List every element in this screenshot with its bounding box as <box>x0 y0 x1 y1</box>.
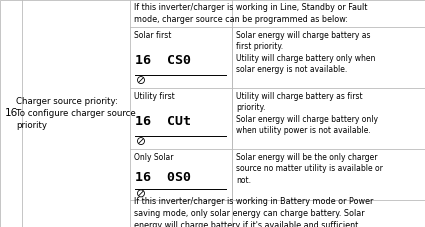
Text: Solar first: Solar first <box>134 31 171 40</box>
Text: If this inverter/charger is working in Line, Standby or Fault
mode, charger sour: If this inverter/charger is working in L… <box>134 3 367 24</box>
Text: Solar energy will charge battery as
first priority.
Utility will charge battery : Solar energy will charge battery as firs… <box>236 31 375 74</box>
Text: 16  0S0: 16 0S0 <box>135 170 191 184</box>
Text: If this inverter/charger is working in Battery mode or Power
saving mode, only s: If this inverter/charger is working in B… <box>134 197 374 227</box>
Circle shape <box>138 76 145 84</box>
Text: 16  CS0: 16 CS0 <box>135 54 191 67</box>
Text: 16  CUt: 16 CUt <box>135 115 191 128</box>
Text: 16: 16 <box>4 109 17 118</box>
Circle shape <box>138 138 145 145</box>
Circle shape <box>138 190 145 197</box>
Text: Charger source priority:
To configure charger source
priority: Charger source priority: To configure ch… <box>16 97 136 130</box>
Text: Solar energy will be the only charger
source no matter utility is available or
n: Solar energy will be the only charger so… <box>236 153 383 185</box>
Text: Only Solar: Only Solar <box>134 153 173 162</box>
Text: Utility will charge battery as first
priority.
Solar energy will charge battery : Utility will charge battery as first pri… <box>236 92 378 135</box>
Text: Utility first: Utility first <box>134 92 175 101</box>
